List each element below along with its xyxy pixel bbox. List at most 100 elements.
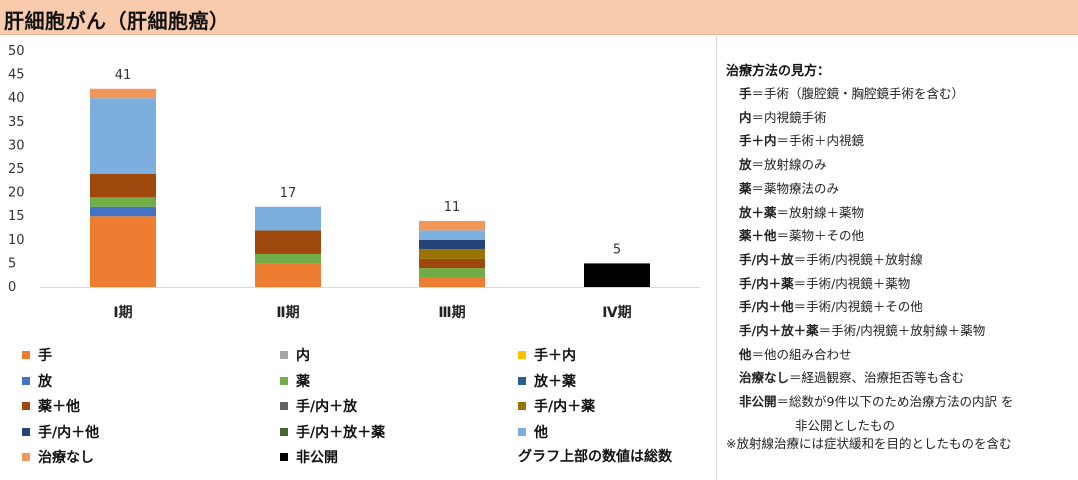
definition-text: ＝手術/内視鏡＋放射線 — [793, 251, 923, 267]
y-tick-label: 20 — [8, 186, 25, 201]
legend-label: 非公開 — [296, 450, 338, 466]
y-tick-label: 50 — [8, 44, 25, 59]
definition-line: 他＝他の組み合わせ — [739, 344, 852, 364]
y-tick-label: 10 — [8, 233, 25, 248]
definition-key: 薬＋他 — [739, 228, 777, 244]
bar-segment-1 — [90, 216, 156, 287]
definition-text: ＝総数が9件以下のため治療方法の内訳 を — [776, 394, 1014, 410]
definition-line: 放＝放射線のみ — [739, 154, 827, 174]
side-heading: 治療方法の見方： — [726, 64, 831, 79]
legend-label: 手/内＋薬 — [534, 399, 596, 415]
y-tick-label: 5 — [8, 256, 16, 271]
definition-text: ＝経過観察、治療拒否等も含む — [789, 370, 965, 386]
y-tick-label: 45 — [8, 68, 25, 83]
definition-key: 非公開 — [739, 394, 777, 410]
legend-swatch — [280, 453, 288, 461]
legend-swatch — [280, 351, 288, 359]
legend-label: 内 — [296, 348, 310, 364]
definition-line: 手＝手術（腹腔鏡・胸腔鏡手術を含む） — [739, 83, 964, 103]
definition-key: 薬 — [739, 180, 752, 196]
legend-swatch — [518, 427, 526, 436]
legend-label: 放 — [38, 373, 52, 390]
legend-item: 治療なし — [22, 446, 94, 468]
legend-note: グラフ上部の数値は総数 — [518, 449, 672, 465]
legend-label: 手 — [38, 348, 52, 364]
definition-key: 手/内＋薬 — [739, 275, 794, 291]
bar-segment-12 — [419, 230, 485, 240]
definition-key: 手＋内 — [739, 133, 777, 149]
definition-line: 治療なし＝経過観察、治療拒否等も含む — [739, 367, 964, 387]
definition-key: 手/内＋放 — [739, 251, 794, 267]
definition-line: 手/内＋薬＝手術/内視鏡＋薬物 — [739, 273, 910, 293]
definition-line: 非公開＝総数が9件以下のため治療方法の内訳 を — [739, 391, 1013, 411]
legend-swatch — [22, 453, 30, 461]
chart-legend: グラフ上部の数値は総数 手 内 手＋内放 薬 放＋薬 薬＋他 手/内＋放 手/内＋薬 手/内＋他… — [22, 344, 712, 474]
bar-segment-12 — [90, 98, 156, 174]
definition-line: 手/内＋他＝手術/内視鏡＋その他 — [739, 296, 923, 316]
legend-label: 手＋内 — [534, 348, 576, 364]
definition-key: 手/内＋放＋薬 — [739, 323, 819, 338]
legend-swatch — [22, 376, 30, 385]
legend-item: 放 — [22, 370, 52, 392]
bar-segment-5 — [419, 268, 485, 278]
legend-item: 他 — [518, 421, 548, 443]
definition-text: 非公開としたもの — [795, 417, 896, 433]
legend-label: 手/内＋他 — [38, 424, 100, 441]
bar-segment-4 — [90, 206, 156, 217]
definition-line: 内＝内視鏡手術 — [739, 107, 827, 127]
page-title: 肝細胞がん（肝細胞癌） — [4, 9, 230, 33]
definition-line: 手/内＋放＋薬＝手術/内視鏡＋放射線＋薬物 — [739, 320, 985, 340]
definition-line: 薬＋他＝薬物＋その他 — [739, 225, 864, 245]
bar-segment-14 — [584, 263, 650, 287]
y-tick-label: 35 — [8, 115, 25, 130]
definition-line: 手＋内＝手術＋内視鏡 — [739, 130, 864, 150]
legend-swatch — [280, 376, 288, 385]
legend-label: 手/内＋放＋薬 — [296, 424, 386, 441]
x-category-label: Ⅱ期 — [276, 305, 299, 321]
definition-text: ＝手術＋内視鏡 — [776, 133, 865, 149]
side-footnote: ※放射線治療には症状緩和を目的としたものを含む — [726, 436, 1012, 451]
definition-text: ＝手術（腹腔鏡・胸腔鏡手術を含む） — [751, 86, 965, 101]
legend-label: 薬＋他 — [38, 399, 80, 415]
bar-segment-1 — [419, 277, 485, 287]
legend-label: 他 — [534, 424, 548, 441]
definition-key: 手 — [739, 86, 752, 101]
legend-label: 薬 — [296, 373, 310, 390]
legend-swatch — [22, 402, 30, 410]
bar-total-label: 11 — [444, 200, 461, 215]
definition-text: ＝薬物療法のみ — [751, 180, 840, 196]
y-tick-label: 30 — [8, 138, 25, 153]
definition-text: ＝内視鏡手術 — [751, 109, 827, 125]
definition-text: ＝他の組み合わせ — [751, 346, 852, 362]
legend-swatch — [280, 402, 288, 410]
stacked-bar-chart: 0 5 10 15 20 25 30 35 40 45 50 41 Ⅰ期 17 Ⅱ期 11 Ⅲ期 5 Ⅳ期 — [8, 44, 700, 321]
bar-segment-7 — [90, 173, 156, 198]
x-category-label: Ⅲ期 — [438, 305, 465, 321]
legend-item: 薬＋他 — [22, 395, 80, 417]
legend-swatch — [22, 351, 30, 359]
definition-line: 手/内＋放＝手術/内視鏡＋放射線 — [739, 249, 923, 269]
definition-text: ＝手術/内視鏡＋その他 — [793, 299, 923, 315]
legend-item: 手/内＋薬 — [518, 395, 595, 417]
treatment-legend-panel: 治療方法の見方： ※放射線治療には症状緩和を目的としたものを含む 手＝手術（腹腔… — [716, 36, 1078, 480]
legend-swatch — [518, 376, 526, 385]
bar-segment-1 — [255, 263, 321, 287]
bar-segment-5 — [255, 253, 321, 264]
definition-line: 非公開としたもの — [795, 415, 895, 435]
definition-line: 放＋薬＝放射線＋薬物 — [739, 202, 864, 222]
definition-text: ＝手術/内視鏡＋薬物 — [793, 275, 911, 291]
definition-key: 放 — [739, 157, 752, 173]
legend-item: 手＋内 — [518, 344, 576, 366]
bar-segment-9 — [419, 249, 485, 259]
legend-swatch — [22, 427, 30, 436]
y-tick-label: 0 — [8, 280, 16, 295]
legend-label: 治療なし — [38, 450, 94, 466]
y-tick-label: 40 — [8, 91, 25, 106]
bar-segment-7 — [419, 258, 485, 269]
bar-segment-5 — [90, 197, 156, 207]
bar-segment-12 — [255, 206, 321, 231]
definition-line: 薬＝薬物療法のみ — [739, 178, 839, 198]
legend-item: 手 — [22, 344, 52, 366]
x-category-label: Ⅰ期 — [113, 305, 132, 321]
y-tick-label: 15 — [8, 209, 25, 224]
